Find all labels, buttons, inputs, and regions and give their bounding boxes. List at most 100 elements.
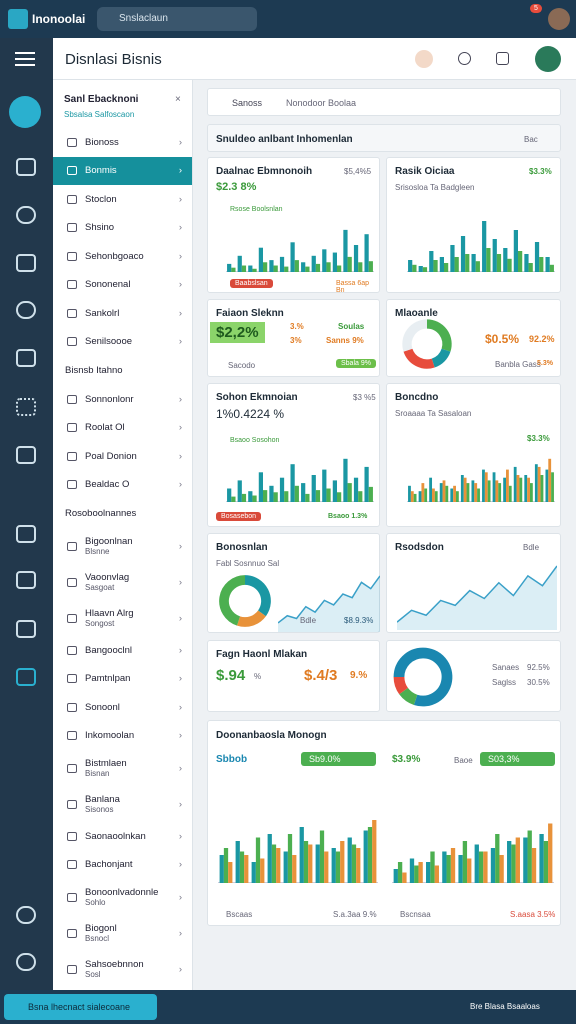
card-title: Sohon Ekmnoian: [216, 392, 298, 403]
bar: [450, 488, 454, 502]
nav-label: Inkomoolan: [85, 730, 135, 742]
rail-icon[interactable]: [16, 525, 36, 543]
nav-item[interactable]: Bonmis ›: [53, 156, 192, 185]
icon[interactable]: [458, 52, 471, 65]
nav-item[interactable]: Roolat Ol ›: [53, 414, 192, 443]
nav-item[interactable]: Sonnonlonr ›: [53, 385, 192, 414]
bar: [531, 848, 537, 883]
bar: [322, 469, 327, 502]
stat: Sanns 9%: [326, 336, 364, 345]
rail-icon[interactable]: [16, 158, 36, 176]
donut-segment: [244, 575, 271, 617]
rail-icon[interactable]: [16, 620, 36, 638]
nav-icon: [67, 223, 77, 233]
close[interactable]: ×: [175, 94, 181, 105]
bar: [251, 862, 256, 883]
bar: [332, 252, 337, 272]
rail-icon[interactable]: [16, 254, 36, 272]
search-bar[interactable]: Sanoss Nonodoor Boolaa: [207, 88, 561, 116]
bar: [340, 841, 345, 883]
menu-button[interactable]: [15, 52, 35, 54]
nav-item[interactable]: Bachonjant ›: [53, 851, 192, 880]
bar: [284, 491, 289, 502]
search-box[interactable]: Snslaclaun: [97, 7, 257, 31]
nav-item[interactable]: Biogonl Bsnocl ›: [53, 915, 192, 951]
nav-icon: [67, 451, 77, 461]
nav-label: Sononenal: [85, 279, 131, 291]
nav-item[interactable]: Bangooclnl ›: [53, 636, 192, 665]
rail-icon[interactable]: [16, 668, 36, 686]
bar: [460, 475, 464, 502]
nav-item[interactable]: Inkomoolan ›: [53, 722, 192, 751]
bar: [513, 466, 517, 502]
bar: [495, 480, 499, 502]
bar: [463, 477, 467, 502]
rail-icon[interactable]: [16, 906, 36, 924]
icon[interactable]: [496, 52, 509, 65]
chevron: ›: [178, 891, 182, 903]
bar-chart: [407, 221, 555, 272]
nav-item[interactable]: Stoclon ›: [53, 185, 192, 214]
nav-label-group: Hlaavn Alrg Songost: [85, 608, 134, 628]
nav-item[interactable]: Hlaavn Alrg Songost ›: [53, 600, 192, 636]
bar: [363, 830, 368, 883]
rail-icon[interactable]: [16, 446, 36, 464]
avatar[interactable]: [535, 46, 561, 72]
bar: [335, 851, 341, 883]
avatar[interactable]: [548, 8, 570, 30]
card: Faiaon Sleknn $2,2% 3.% Soulas 3% Sanns …: [207, 299, 380, 377]
nav-item[interactable]: Bigoonlnan Blsnne ›: [53, 528, 192, 564]
action-button[interactable]: Bsna lhecnact sialecoane: [4, 994, 157, 1020]
nav-item[interactable]: Senilsoooe ›: [53, 328, 192, 357]
donut-chart: [402, 319, 452, 369]
card: Rasik Oiciaa $3.3% Srisosloa Ta Badgleen: [386, 157, 561, 293]
rail-icon[interactable]: [16, 953, 36, 971]
nav-item[interactable]: Shsino ›: [53, 214, 192, 243]
nav-item[interactable]: Poal Donion ›: [53, 442, 192, 471]
nav-item[interactable]: Bealdac O ›: [53, 471, 192, 500]
nav-item[interactable]: Bionoss ›: [53, 128, 192, 157]
chevron: ›: [178, 798, 182, 810]
nav-item[interactable]: Banlana Sisonos ›: [53, 786, 192, 822]
bar: [551, 472, 554, 502]
nav-item[interactable]: Sahsoebnnon Sosl ›: [53, 951, 192, 987]
bar: [347, 256, 352, 272]
bar: [496, 254, 502, 272]
bar: [269, 485, 274, 502]
nav-item[interactable]: Pamtnlpan ›: [53, 665, 192, 694]
rail-icon[interactable]: [16, 571, 36, 589]
chevron: ›: [178, 279, 182, 291]
icon[interactable]: [415, 50, 433, 68]
bar: [503, 477, 507, 502]
nav-label-group: Banlana Sisonos: [85, 794, 120, 814]
nav-icon: [67, 308, 77, 318]
note: 5.3%: [537, 360, 553, 367]
nav-label: Bionoss: [85, 136, 119, 148]
bar: [439, 483, 443, 502]
card-title: Bonosnlan: [216, 542, 268, 553]
nav-label: Roolat Ol: [85, 422, 125, 434]
nav-item[interactable]: Sonoonl ›: [53, 693, 192, 722]
nav-item[interactable]: Saonaoolnkan ›: [53, 822, 192, 851]
bar: [412, 264, 417, 272]
nav-item[interactable]: Bonoonlvadonnle Sohlo ›: [53, 879, 192, 915]
nav-icon: [67, 731, 77, 741]
play-button[interactable]: [9, 96, 41, 128]
nav-item[interactable]: Vaoonvlag Sasgoat ›: [53, 564, 192, 600]
rail-icon[interactable]: [16, 301, 36, 319]
bar: [326, 488, 331, 502]
rail-icon[interactable]: [16, 398, 36, 416]
nav-icon: [67, 251, 77, 261]
bar: [347, 837, 352, 883]
nav-sublabel: Bisnan: [85, 769, 110, 778]
nav-item[interactable]: Bistmlaen Bisnan ›: [53, 750, 192, 786]
card: Bonosnlan Fabl Sosnnuo Sal Bdle $8.9.3%: [207, 533, 380, 633]
rail-icon[interactable]: [16, 349, 36, 367]
nav-item[interactable]: Sehonbgoaco ›: [53, 242, 192, 271]
rail-icon[interactable]: [16, 206, 36, 224]
nav-item[interactable]: Sankolrl ›: [53, 299, 192, 328]
bar: [424, 488, 428, 502]
bar: [305, 266, 310, 272]
bar: [492, 239, 497, 272]
nav-item[interactable]: Sononenal ›: [53, 271, 192, 300]
